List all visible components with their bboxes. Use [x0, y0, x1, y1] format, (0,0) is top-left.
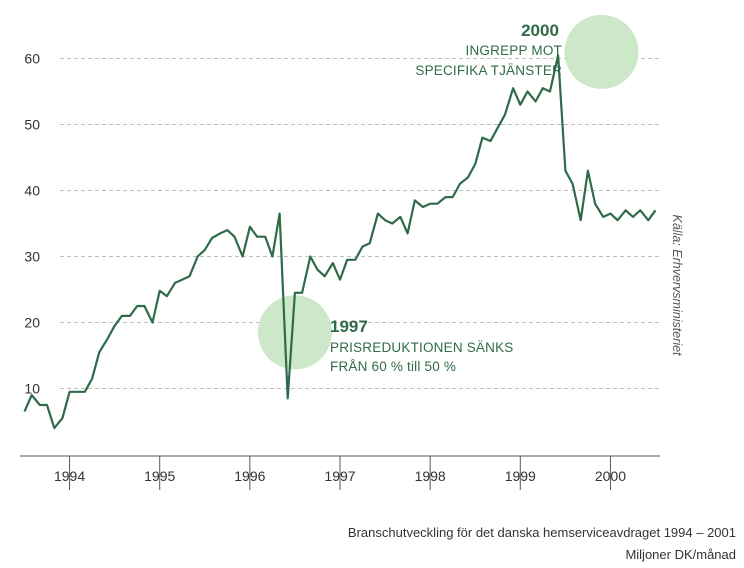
- series-line-path: [23, 54, 657, 430]
- y-tick-label: 20: [24, 315, 40, 331]
- x-tick-label: 1994: [54, 468, 85, 484]
- highlight-circle: [564, 14, 639, 89]
- x-tick-label: 1998: [415, 468, 446, 484]
- grid-lines: [60, 58, 660, 389]
- highlight-circle: [257, 295, 332, 370]
- highlight-circles: [257, 14, 639, 370]
- y-tick-label: 40: [24, 183, 40, 199]
- x-tick-label: 1995: [144, 468, 175, 484]
- annotation-text: INGREPP MOT: [466, 43, 562, 58]
- annotation-year: 2000: [521, 21, 559, 40]
- series-line: [23, 54, 657, 430]
- x-tick-labels: 1994 1995 1996 1997 1998 1999 2000: [54, 468, 626, 484]
- source-label: Källa: Erhvervsministeriet: [670, 214, 684, 356]
- x-tick-label: 2000: [595, 468, 626, 484]
- x-tick-label: 1999: [505, 468, 536, 484]
- y-tick-label: 30: [24, 249, 40, 265]
- annotation-year: 1997: [330, 317, 368, 336]
- annotations: 2000 INGREPP MOT SPECIFIKA TJÄNSTER 1997 PRI…: [330, 21, 562, 374]
- annotation-text: SPECIFIKA TJÄNSTER: [415, 63, 562, 78]
- x-axis: [20, 455, 660, 490]
- caption-unit: Miljoner DK/månad: [625, 547, 736, 562]
- y-tick-labels: 10 20 30 40 50 60: [24, 51, 40, 397]
- y-tick-label: 50: [24, 117, 40, 133]
- y-tick-label: 10: [24, 381, 40, 397]
- annotation-text: PRISREDUKTIONEN SÄNKS: [330, 340, 513, 355]
- annotation-text: FRÅN 60 % till 50 %: [330, 359, 456, 374]
- y-tick-label: 60: [24, 51, 40, 67]
- caption-title: Branschutveckling för det danska hemserv…: [347, 525, 736, 540]
- x-tick-label: 1996: [234, 468, 265, 484]
- x-tick-label: 1997: [324, 468, 355, 484]
